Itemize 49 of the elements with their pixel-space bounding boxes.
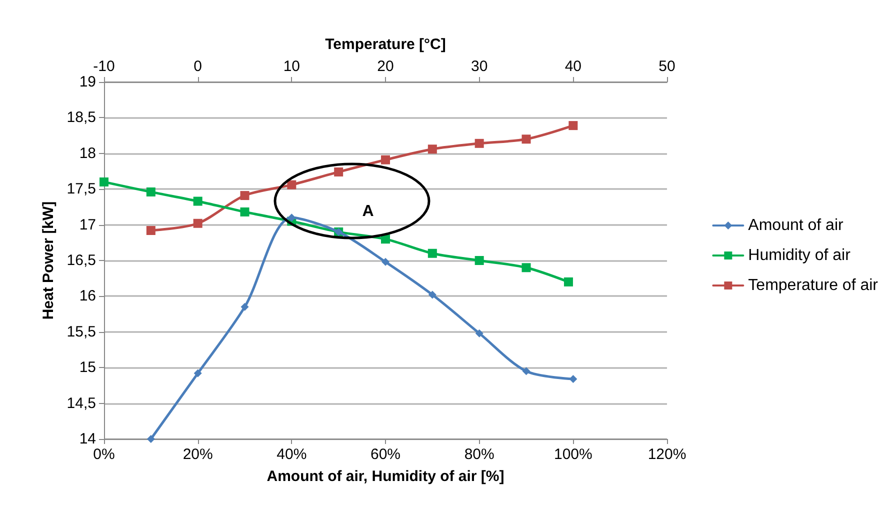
point: [240, 207, 250, 216]
y-tick-label: 18: [79, 144, 96, 162]
point: [146, 435, 155, 443]
y-tick-label: 18,5: [66, 109, 96, 126]
x2-tick-label: -10: [93, 58, 115, 75]
point: [193, 196, 202, 206]
x2-tick-label: 20: [377, 58, 394, 75]
x2-tick-label: 30: [470, 58, 488, 75]
y-tick-label: 14: [79, 430, 96, 448]
y-tick-label: 16,5: [66, 252, 96, 269]
x-tick-label: 100%: [554, 446, 592, 463]
legend-label: Humidity of air: [748, 247, 852, 264]
y-tick-label: 17,5: [66, 180, 96, 198]
point: [569, 375, 578, 384]
y-tick-label: 16: [79, 288, 96, 305]
x-tick-label: 40%: [276, 446, 307, 463]
y-tick-label: 14,5: [66, 394, 96, 412]
y-tick-label: 19: [79, 74, 96, 90]
y-axis-title: Heat Power [kW]: [40, 201, 57, 320]
x-axis-title: Amount of air, Humidity of air [%]: [266, 468, 504, 485]
point: [240, 302, 249, 311]
x2-tick-label: 10: [283, 58, 300, 75]
point: [428, 248, 437, 258]
point: [288, 214, 296, 222]
point: [100, 177, 108, 186]
x2-tick-label: 50: [658, 58, 676, 75]
legend-label: Amount of air: [748, 217, 844, 234]
point: [522, 367, 530, 376]
point: [475, 329, 484, 338]
point: [428, 290, 436, 299]
y-tick-label: 15,5: [66, 323, 96, 340]
legend-label: Temperature of air: [748, 277, 879, 294]
x-tick-label: 80%: [464, 446, 494, 463]
point: [146, 187, 156, 196]
point: [382, 258, 390, 266]
y-tick-label: 17: [79, 216, 96, 234]
point: [194, 369, 202, 378]
x2-tick-label: 0: [194, 58, 202, 75]
point: [522, 263, 531, 272]
point: [564, 277, 573, 286]
x-tick-label: 20%: [182, 446, 213, 463]
x-tick-label: 60%: [370, 446, 401, 463]
y-tick-label: 15: [79, 359, 96, 376]
point: [474, 256, 484, 265]
x-tick-label: 120%: [648, 446, 686, 463]
x-tick-label: 0%: [93, 446, 115, 463]
x2-axis-title: Temperature [°C]: [325, 36, 446, 53]
annotation: A: [362, 203, 374, 220]
x2-tick-label: 40: [564, 58, 582, 75]
